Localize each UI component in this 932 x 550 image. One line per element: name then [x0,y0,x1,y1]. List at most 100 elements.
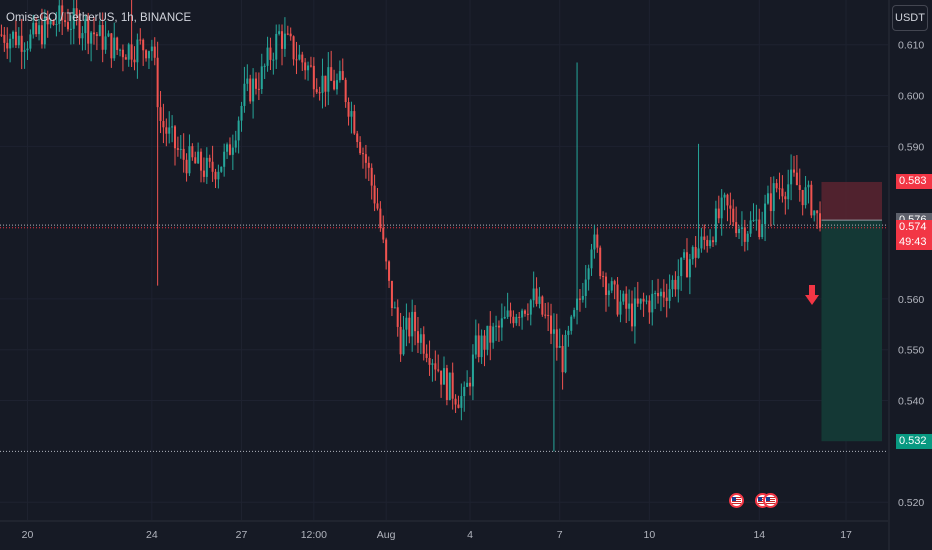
take-profit-zone [821,220,882,442]
candle-body [422,334,425,354]
candle-body [654,293,657,295]
candle-body [61,5,64,21]
x-tick-label: 12:00 [301,529,327,541]
candle-body [599,247,602,277]
candle-body [113,37,116,59]
candle-body [726,194,729,206]
candle-body [64,20,67,23]
candle-body [95,34,98,36]
candle-body [81,33,84,39]
candle-body [474,335,477,355]
candle-body [52,20,55,25]
candle-body [101,25,104,50]
y-tick-label: 0.560 [898,294,924,306]
candle-body [697,248,700,258]
candle-body [437,369,440,371]
candle-body [709,240,712,246]
event-icon-us-1[interactable] [728,493,744,508]
candle-body [428,357,431,365]
candle-body [526,313,529,315]
candle-body [252,78,255,102]
candle-body [324,75,327,92]
candle-body [764,203,767,225]
candle-body [49,20,52,25]
candle-body [659,291,662,297]
candle-body [694,247,697,258]
candle-body [295,59,298,61]
candle-body [425,353,428,358]
candle-body [489,325,492,343]
candle-body [107,33,110,37]
candle-body [104,36,107,50]
stop-loss-price-label: 0.583 [896,174,932,190]
candle-body [217,171,220,180]
candle-body [315,89,318,93]
x-tick-label: 27 [236,529,248,541]
candle-body [758,219,761,238]
candle-body [440,370,443,385]
candle-body [197,151,200,164]
candle-body [469,382,472,387]
x-tick-label: 17 [840,529,852,541]
candle-body [14,31,17,46]
candle-body [790,169,793,185]
candle-body [535,288,538,304]
candle-body [20,35,23,52]
candle-body [775,183,778,189]
candle-body [677,276,680,290]
candle-body [361,153,365,155]
candle-body [714,208,717,243]
candle-body [578,298,581,300]
y-tick-label: 0.610 [898,40,924,52]
candle-body [766,193,769,204]
candle-body [521,310,524,318]
candle-body [205,157,208,177]
candle-body [318,92,321,94]
candle-body [625,293,628,309]
candle-body [191,146,194,158]
candle-body [249,78,252,102]
candle-body [66,22,69,30]
candle-body [795,172,798,186]
candle-body [376,203,379,209]
candle-body [645,300,648,302]
candle-body [228,144,231,155]
candle-body [119,49,122,51]
candle-body [607,290,610,295]
candle-body [185,159,188,174]
candle-body [223,151,226,167]
candle-body [749,220,752,234]
candle-body [590,249,593,269]
candle-body [532,288,535,301]
candle-body [240,105,243,121]
candle-body [518,316,521,318]
last-price-label: 0.574 [896,220,932,236]
candle-body [787,184,790,200]
candle-body [200,151,203,171]
candle-body [90,32,93,44]
candle-body [685,252,688,278]
candle-body [619,301,622,315]
candle-body [234,140,237,148]
candle-body [813,210,816,216]
us-flag-icon [731,497,741,504]
candle-body [558,345,561,348]
candle-body [683,252,686,258]
candle-body [330,67,333,81]
candle-body [798,185,801,190]
candle-body [414,311,417,332]
currency-button[interactable]: USDT [892,5,928,31]
candle-body [792,169,796,173]
event-icon-us-3[interactable] [763,493,779,508]
candle-body [738,228,741,234]
candle-body [810,184,813,216]
candle-body [211,161,214,172]
candle-body [801,189,804,206]
candle-body [448,372,451,400]
symbol-title[interactable]: OmiseGO / TetherUS, 1h, BINANCE [6,12,192,24]
candle-body [564,334,567,373]
candle-body [784,196,787,200]
candle-body [124,57,127,60]
x-tick-label: 10 [644,529,656,541]
